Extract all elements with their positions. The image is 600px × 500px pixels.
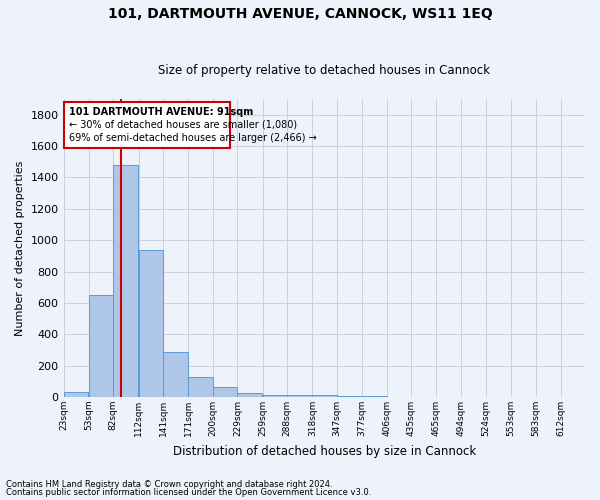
Bar bbox=[113, 165, 138, 397]
Bar bbox=[213, 387, 238, 397]
Bar bbox=[188, 376, 213, 397]
Bar bbox=[139, 250, 163, 397]
Bar bbox=[238, 393, 262, 397]
Bar bbox=[64, 102, 230, 148]
Bar bbox=[313, 396, 337, 397]
Bar bbox=[362, 396, 387, 397]
Bar bbox=[287, 396, 311, 397]
Bar bbox=[337, 396, 361, 397]
Y-axis label: Number of detached properties: Number of detached properties bbox=[15, 160, 25, 336]
Bar bbox=[263, 394, 287, 397]
Bar bbox=[64, 392, 88, 397]
Text: 101, DARTMOUTH AVENUE, CANNOCK, WS11 1EQ: 101, DARTMOUTH AVENUE, CANNOCK, WS11 1EQ bbox=[107, 8, 493, 22]
X-axis label: Distribution of detached houses by size in Cannock: Distribution of detached houses by size … bbox=[173, 444, 476, 458]
Bar bbox=[89, 295, 113, 397]
Title: Size of property relative to detached houses in Cannock: Size of property relative to detached ho… bbox=[158, 64, 490, 77]
Text: Contains public sector information licensed under the Open Government Licence v3: Contains public sector information licen… bbox=[6, 488, 371, 497]
Bar bbox=[163, 352, 188, 397]
Text: 69% of semi-detached houses are larger (2,466) →: 69% of semi-detached houses are larger (… bbox=[68, 133, 316, 143]
Text: ← 30% of detached houses are smaller (1,080): ← 30% of detached houses are smaller (1,… bbox=[68, 120, 297, 130]
Text: 101 DARTMOUTH AVENUE: 91sqm: 101 DARTMOUTH AVENUE: 91sqm bbox=[68, 107, 253, 117]
Text: Contains HM Land Registry data © Crown copyright and database right 2024.: Contains HM Land Registry data © Crown c… bbox=[6, 480, 332, 489]
